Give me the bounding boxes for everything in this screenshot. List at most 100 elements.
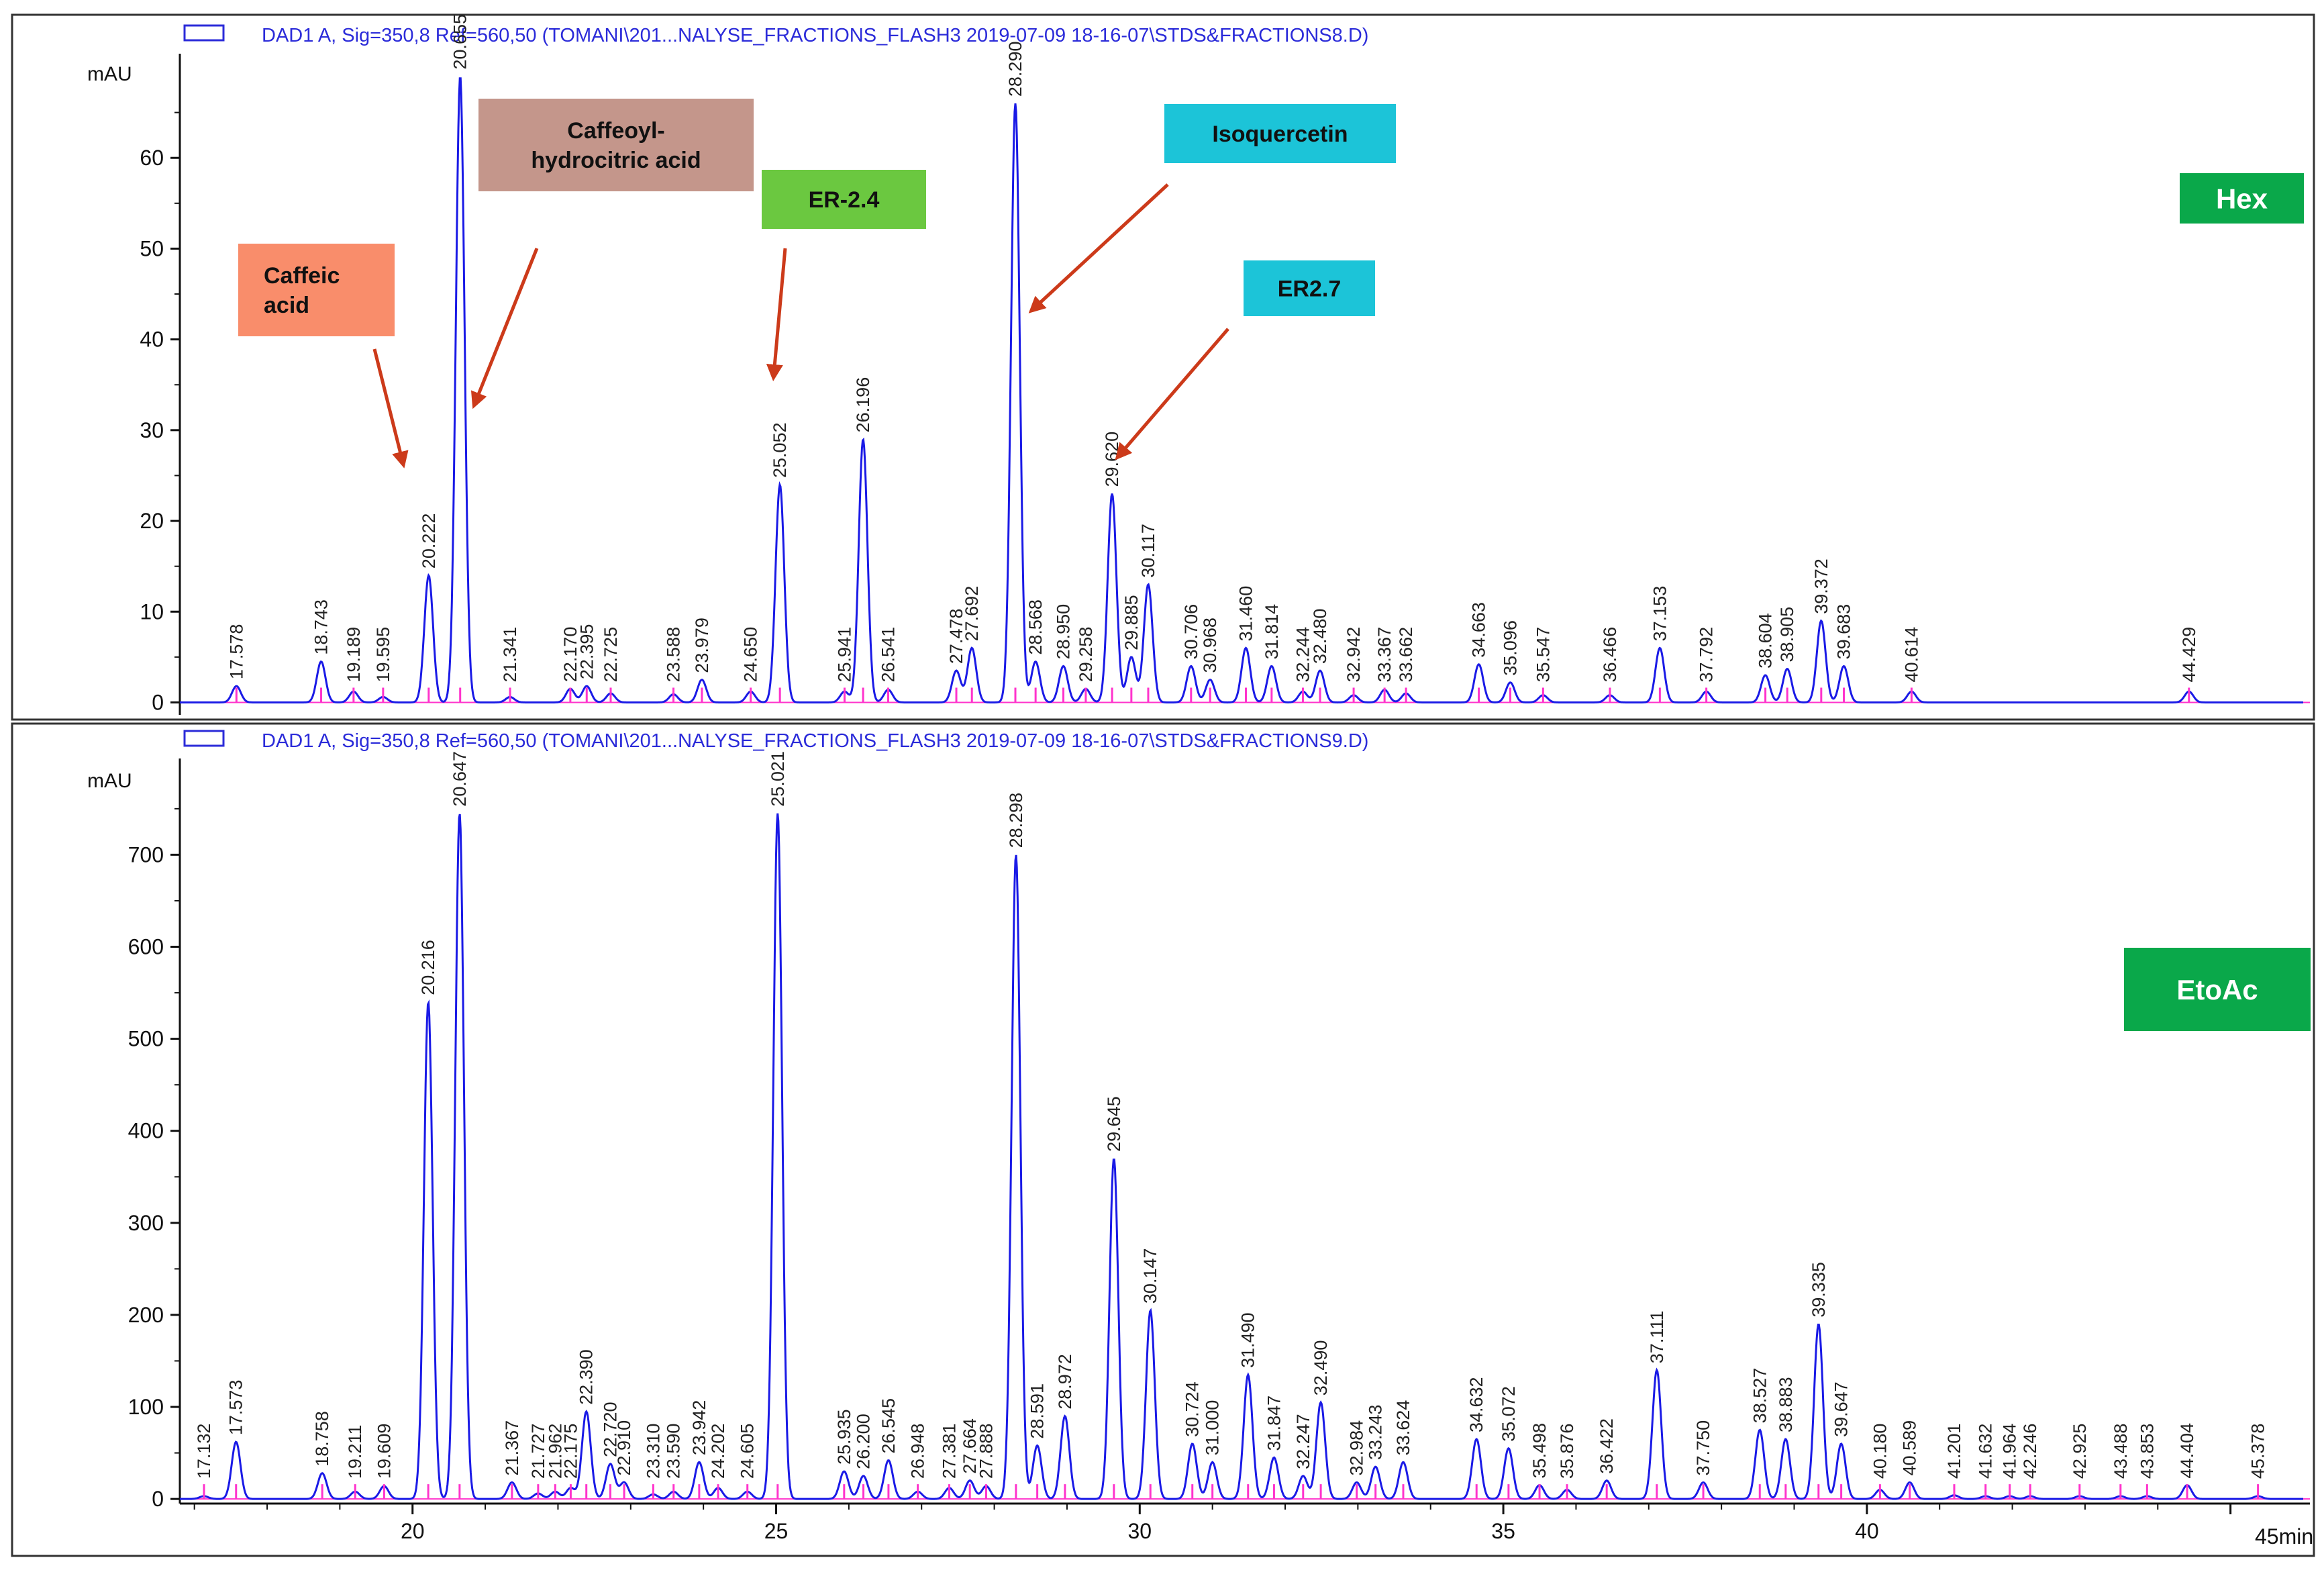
peak-label: 33.662: [1396, 627, 1416, 683]
x-tick-label: 35: [1491, 1519, 1515, 1543]
peak-label: 44.404: [2177, 1423, 2197, 1479]
annotation-box: [478, 99, 754, 191]
peak-label: 36.422: [1597, 1418, 1617, 1474]
peak-label: 43.488: [2111, 1424, 2131, 1479]
peak-label: 31.460: [1236, 586, 1256, 642]
peak-label: 38.527: [1750, 1368, 1770, 1424]
annotation-er-2-4: ER-2.4: [762, 170, 926, 381]
peak-label: 19.211: [345, 1425, 365, 1479]
peak-label: 32.247: [1293, 1414, 1313, 1469]
peak-label: 29.885: [1121, 595, 1142, 650]
peak-label: 35.547: [1533, 627, 1553, 683]
peak-label: 28.950: [1054, 604, 1074, 660]
peak-label: 38.905: [1777, 607, 1797, 663]
peak-label: 25.052: [770, 422, 790, 478]
trace-header: DAD1 A, Sig=350,8 Ref=560,50 (TOMANI\201…: [262, 730, 1368, 752]
peak-label: 31.000: [1203, 1400, 1223, 1456]
top-chromatogram-panel: DAD1 A, Sig=350,8 Ref=560,50 (TOMANI\201…: [87, 14, 2310, 715]
annotation-arrow: [1028, 183, 1169, 313]
peak-label: 32.490: [1311, 1340, 1331, 1396]
peak-label: 31.847: [1264, 1395, 1284, 1451]
peak-label: 37.750: [1693, 1420, 1713, 1476]
y-tick-label: 400: [128, 1119, 164, 1143]
peak-label: 41.632: [1976, 1424, 1996, 1479]
peak-label: 40.180: [1870, 1424, 1890, 1479]
peak-label: 18.758: [312, 1411, 332, 1467]
y-tick-label: 0: [152, 1487, 164, 1511]
peak-label: 39.335: [1809, 1262, 1829, 1318]
peak-label: 22.910: [614, 1420, 634, 1476]
y-tick-label: 30: [140, 418, 164, 442]
peak-label: 30.724: [1182, 1381, 1203, 1437]
peak-label: 40.614: [1901, 627, 1921, 683]
peak-label: 33.367: [1374, 627, 1395, 683]
peak-label: 23.590: [664, 1424, 684, 1479]
peak-label: 24.202: [708, 1424, 728, 1479]
peak-label: 24.605: [738, 1424, 758, 1479]
y-tick-label: 700: [128, 842, 164, 867]
peak-label: 37.111: [1647, 1311, 1667, 1364]
peak-label: 43.853: [2137, 1424, 2157, 1479]
peak-label: 30.147: [1140, 1248, 1160, 1304]
sample-badge: [2124, 948, 2311, 1031]
peak-label: 19.595: [373, 627, 393, 683]
peak-label: 25.941: [834, 627, 854, 683]
annotation-label: ER-2.4: [809, 187, 880, 213]
peak-label: 30.706: [1181, 604, 1201, 660]
peak-label: 26.948: [908, 1424, 928, 1479]
peak-label: 21.727: [528, 1424, 548, 1479]
peak-label: 35.072: [1499, 1386, 1519, 1442]
peak-label: 45.378: [2248, 1424, 2268, 1479]
peak-label: 39.683: [1834, 604, 1854, 660]
y-tick-label: 100: [128, 1395, 164, 1419]
x-tick-label: 25: [764, 1519, 789, 1543]
peak-label: 22.725: [601, 627, 621, 683]
peak-label: 27.478: [946, 609, 966, 665]
peak-label: 19.609: [374, 1424, 394, 1479]
peak-label: 30.968: [1200, 618, 1220, 673]
peak-label: 20.222: [419, 513, 439, 569]
peak-label: 25.021: [768, 751, 788, 807]
peak-label: 41.201: [1944, 1424, 1964, 1479]
peak-label: 17.578: [226, 624, 246, 680]
peak-label: 34.632: [1466, 1377, 1486, 1432]
peak-label: 22.170: [560, 627, 580, 683]
peak-label: 20.655: [450, 14, 470, 70]
annotation-label: Caffeic: [264, 263, 340, 289]
annotation-caffeoyl-hydrocitric-acid: Caffeoyl-hydrocitric acid: [470, 99, 754, 409]
bottom-chromatogram-panel: DAD1 A, Sig=350,8 Ref=560,50 (TOMANI\201…: [87, 730, 2313, 1549]
annotation-caffeic-acid: Caffeic acid: [238, 244, 409, 469]
peak-label: 39.647: [1831, 1381, 1852, 1437]
peak-label: 35.498: [1529, 1423, 1550, 1479]
peak-label: 39.372: [1811, 558, 1831, 614]
x-tick-label: 20: [401, 1519, 425, 1543]
peak-label: 33.624: [1393, 1400, 1413, 1456]
peak-label: 23.942: [689, 1400, 709, 1456]
sample-badge: [2180, 173, 2304, 224]
peak-label: 28.568: [1025, 599, 1046, 655]
peak-label: 28.591: [1027, 1383, 1048, 1439]
peak-label: 32.984: [1347, 1420, 1367, 1476]
peak-label: 23.310: [643, 1424, 663, 1479]
sample-badge-label: Hex: [2216, 183, 2268, 215]
peak-label: 29.258: [1076, 627, 1096, 683]
legend-swatch: [183, 730, 225, 747]
annotation-label: Isoquercetin: [1212, 121, 1348, 147]
annotation-label: ER2.7: [1278, 277, 1342, 302]
peak-label: 28.972: [1055, 1354, 1075, 1410]
peak-label: 35.096: [1500, 620, 1520, 676]
y-tick-label: 20: [140, 509, 164, 533]
y-axis-unit: mAU: [87, 770, 132, 792]
peak-label: 32.244: [1293, 627, 1313, 683]
y-tick-label: 40: [140, 328, 164, 352]
peak-label: 19.189: [344, 627, 364, 683]
peak-label: 25.935: [834, 1409, 854, 1465]
signal-trace: [180, 77, 2303, 704]
signal-trace: [180, 813, 2303, 1500]
annotation-isoquercetin: Isoquercetin: [1028, 104, 1396, 313]
y-tick-label: 200: [128, 1303, 164, 1327]
annotation-er2-7: ER2.7: [1115, 260, 1375, 460]
peak-label: 24.650: [741, 627, 761, 683]
sample-badge-label: EtoAc: [2176, 974, 2258, 1005]
